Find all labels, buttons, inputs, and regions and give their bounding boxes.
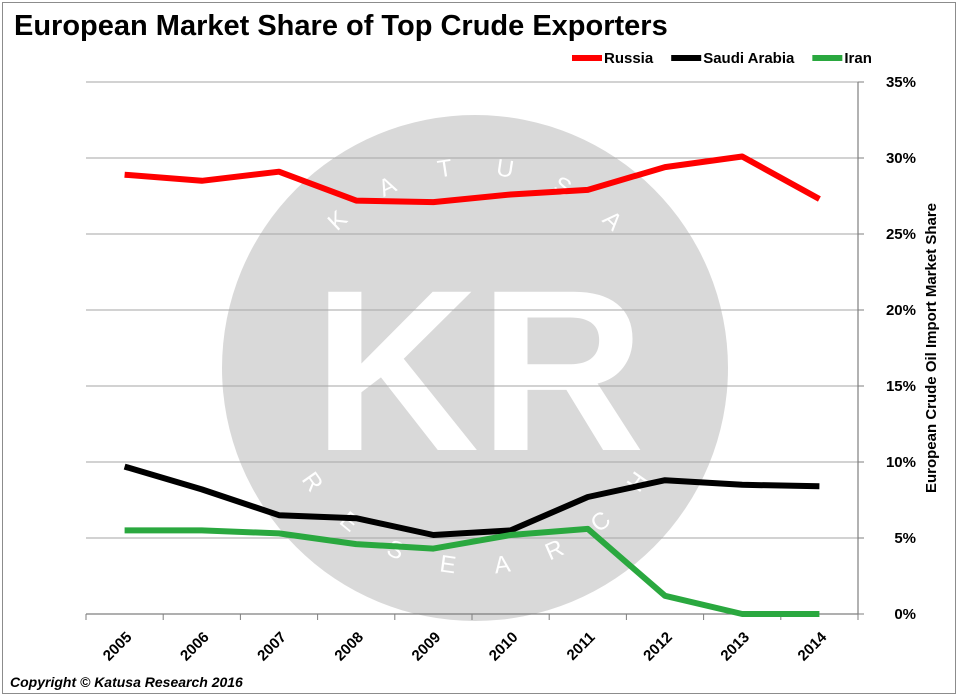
y-tick-labels: 0% 5% 10% 15% 20% 25% 30% 35% — [886, 74, 916, 623]
legend-item: Saudi Arabia — [671, 50, 795, 67]
y-tick-label: 30% — [886, 150, 916, 167]
x-tick-label: 2008 — [331, 629, 367, 665]
chart-title: European Market Share of Top Crude Expor… — [14, 10, 668, 42]
series-line-russia — [124, 153, 821, 206]
x-tick-label: 2005 — [100, 629, 136, 665]
y-tick-label: 35% — [886, 74, 916, 91]
x-tick-labels: 2005 2006 2007 2008 2009 2010 2011 2012 2013 2014 — [100, 628, 831, 664]
y-tick-label: 15% — [886, 378, 916, 395]
watermark-monogram: KR — [313, 242, 645, 499]
x-tick-label: 2012 — [640, 629, 676, 665]
watermark-top-letter: T — [436, 155, 455, 184]
x-tick-label: 2010 — [486, 629, 522, 665]
legend-label: Iran — [844, 50, 872, 67]
y-tick-label: 10% — [886, 454, 916, 471]
x-tick-label: 2007 — [254, 629, 290, 665]
legend-item: Iran — [812, 50, 872, 67]
y-axis-title: European Crude Oil Import Market Share — [923, 203, 940, 493]
legend-label: Saudi Arabia — [703, 50, 795, 67]
y-tick-label: 5% — [894, 530, 916, 547]
legend-item: Russia — [572, 50, 654, 67]
series-line-iran — [124, 525, 820, 617]
x-tick-label: 2013 — [717, 629, 753, 665]
gridlines — [86, 81, 858, 539]
y-tick-label: 25% — [886, 226, 916, 243]
x-tick-label: 2006 — [177, 629, 213, 665]
legend-label: Russia — [604, 50, 654, 67]
x-tick-label: 2011 — [564, 629, 599, 664]
copyright-text: Copyright © Katusa Research 2016 — [10, 674, 243, 690]
series-line-saudi-arabia — [123, 463, 820, 538]
x-tick-label: 2009 — [409, 629, 445, 665]
watermark-top-letter: U — [494, 154, 515, 183]
y-tick-label: 20% — [886, 302, 916, 319]
watermark-bottom-letter: A — [492, 550, 512, 579]
x-tick-label: 2014 — [795, 628, 831, 664]
legend: Russia Saudi Arabia Iran — [572, 50, 872, 67]
watermark-bottom-letter: E — [438, 550, 458, 579]
y-tick-label: 0% — [894, 606, 916, 623]
series-layer — [123, 153, 821, 617]
